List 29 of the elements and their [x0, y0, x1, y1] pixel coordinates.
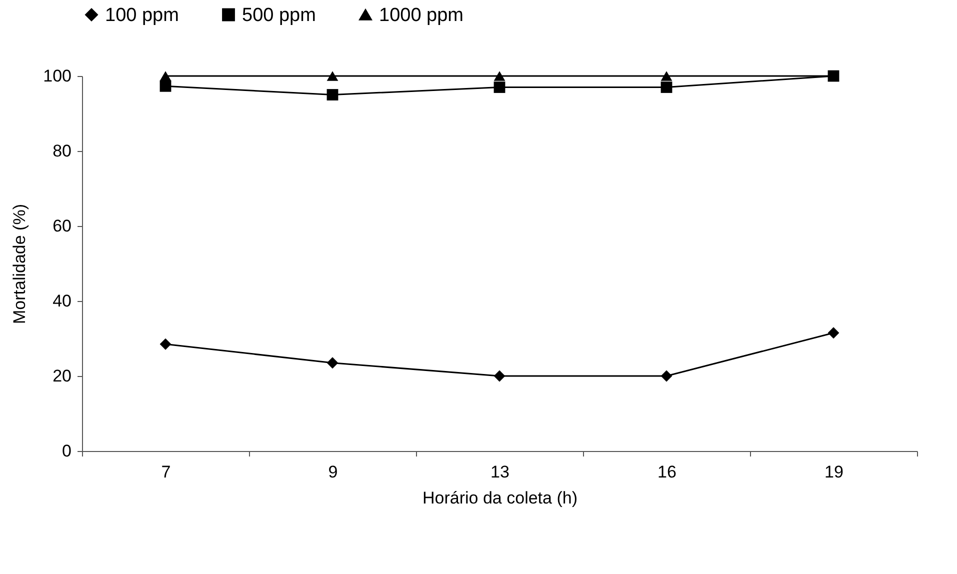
y-tick-label: 20 [52, 366, 72, 386]
x-tick-label: 9 [328, 462, 338, 482]
point [494, 370, 506, 382]
legend-label: 500 ppm [242, 4, 316, 26]
point [160, 338, 172, 350]
point [326, 71, 338, 81]
x-tick-label: 7 [161, 462, 171, 482]
point [660, 370, 672, 382]
point [660, 71, 672, 81]
x-tick-label: 16 [658, 462, 676, 482]
point [160, 71, 172, 81]
y-tick-label: 0 [62, 442, 72, 460]
point [326, 357, 338, 369]
point [494, 71, 506, 81]
point [160, 80, 172, 92]
y-tick-label: 40 [52, 292, 72, 310]
y-axis-title: Mortalidade (%) [10, 204, 30, 324]
y-tick-label: 80 [52, 142, 72, 160]
point [326, 89, 338, 100]
legend-label: 100 ppm [105, 4, 179, 26]
x-tick-label: 13 [490, 462, 510, 482]
x-axis-title: Horário da coleta (h) [422, 488, 578, 508]
y-tick-label: 60 [52, 216, 72, 236]
point [660, 82, 672, 93]
point [828, 327, 840, 339]
legend-label: 1000 ppm [379, 4, 464, 26]
x-tick-label: 19 [824, 462, 844, 482]
point [494, 82, 506, 93]
y-tick-label: 100 [43, 66, 72, 86]
